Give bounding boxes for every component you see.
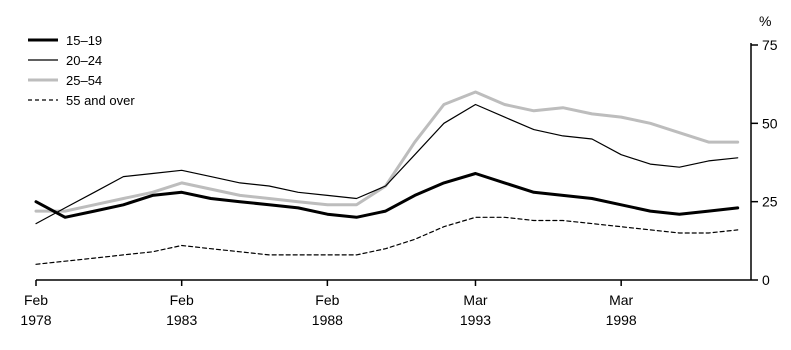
y-tick-label: 75 [762,37,778,53]
x-tick-label-month: Mar [609,292,633,308]
legend-label: 25–54 [66,73,102,88]
x-tick-label-month: Feb [315,292,339,308]
series-lines [34,90,740,265]
y-axis-unit-label: % [759,13,771,29]
series-line-0 [34,172,740,219]
x-tick-label-month: Feb [170,292,194,308]
x-tick-label-year: 1988 [312,312,343,328]
series-line-1 [35,103,739,225]
x-axis: Feb 1978 Feb 1983 Feb 1988 Mar 1993 Mar 1998 [20,279,751,328]
y-tick-label: 50 [762,115,778,131]
series-line-3 [35,216,739,265]
legend-label: 55 and over [66,93,135,108]
x-tick-label-year: 1993 [460,312,491,328]
x-tick-label-year: 1978 [20,312,51,328]
x-tick-label-year: 1998 [606,312,637,328]
series-line-2 [34,90,740,213]
y-tick-label: 25 [762,194,778,210]
x-tick-label-month: Feb [24,292,48,308]
y-axis: % 0 25 50 75 [750,13,778,288]
x-tick-label-year: 1983 [166,312,197,328]
legend-label: 15–19 [66,33,102,48]
y-tick-label: 0 [762,272,770,288]
legend: 15–19 20–24 25–54 55 and over [28,33,135,108]
x-tick-label-month: Mar [463,292,487,308]
legend-label: 20–24 [66,53,102,68]
